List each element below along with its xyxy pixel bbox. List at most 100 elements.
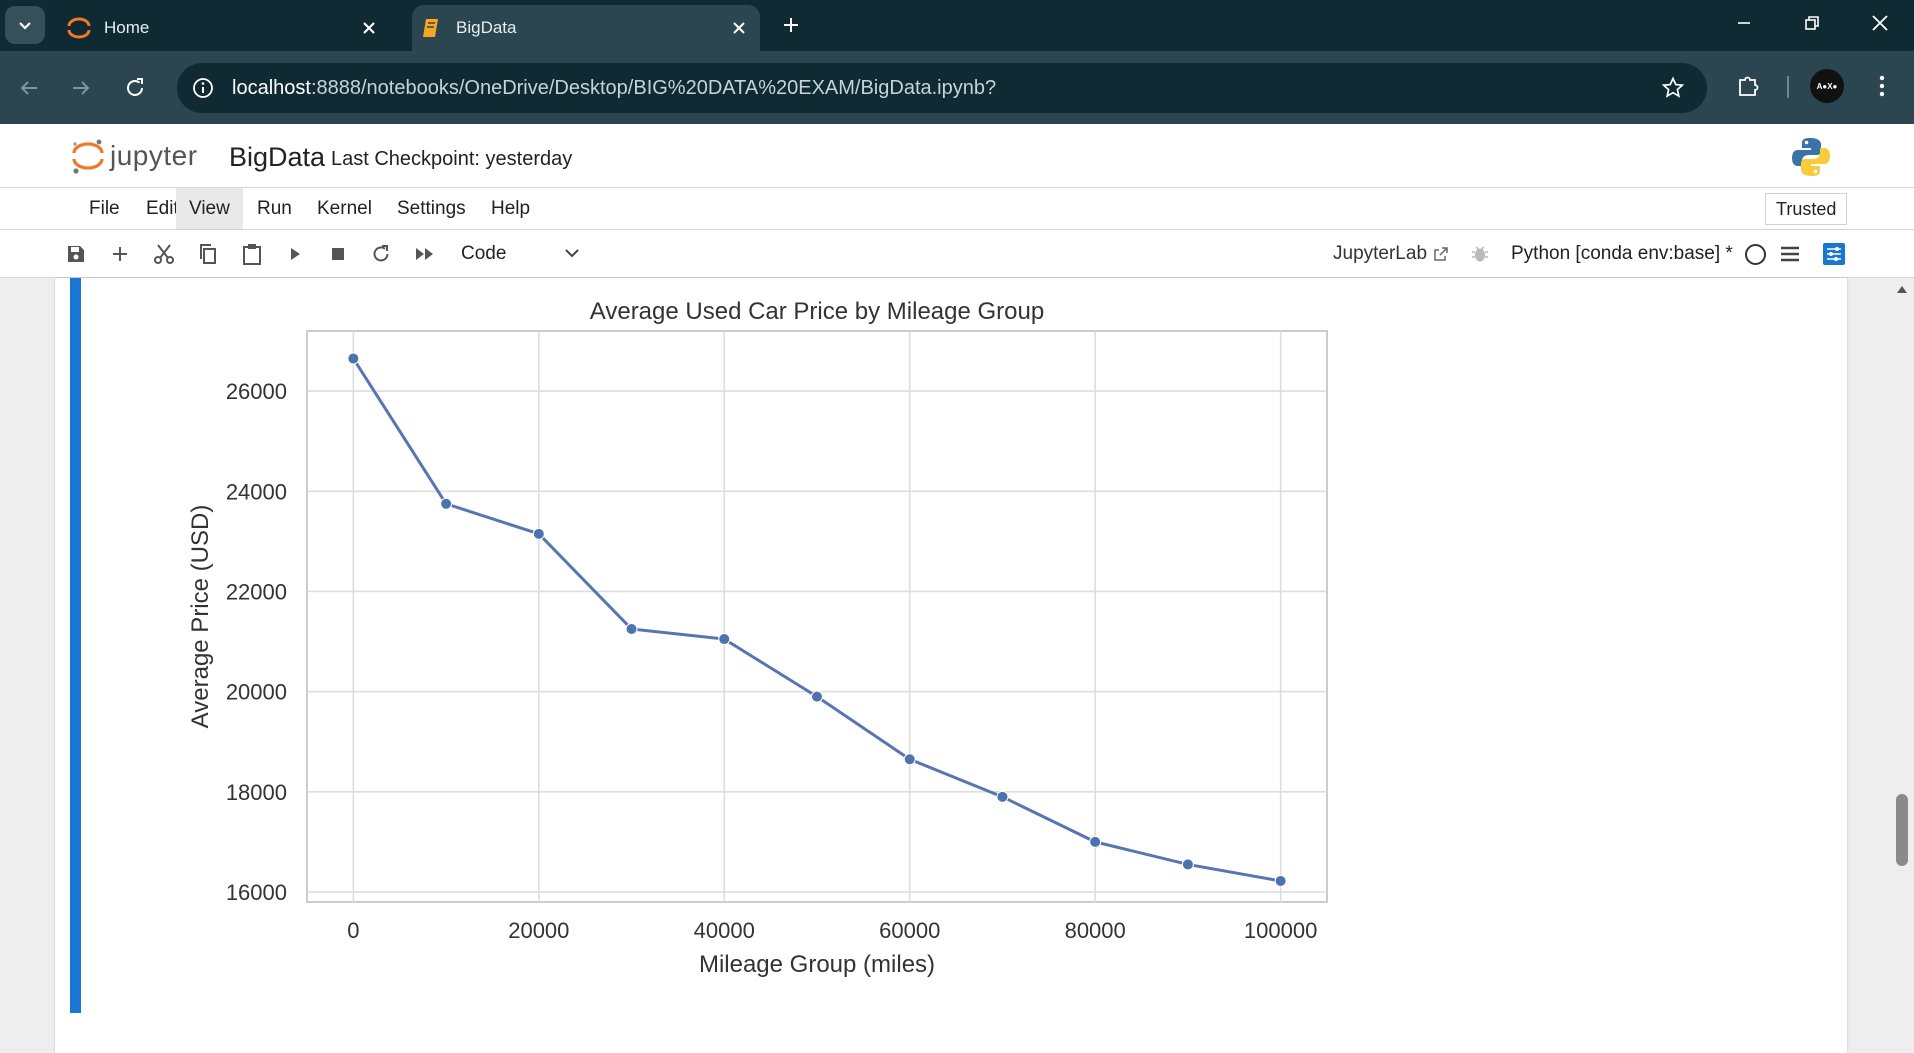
stop-icon — [332, 248, 344, 260]
data-point — [440, 497, 453, 510]
restart-kernel-button[interactable] — [367, 240, 395, 268]
paste-button[interactable] — [238, 240, 266, 268]
menu-run[interactable]: Run — [257, 197, 292, 219]
y-tick-label: 26000 — [226, 379, 287, 404]
menu-file[interactable]: File — [89, 197, 120, 219]
tab-label: Home — [104, 18, 150, 37]
cell-type-select[interactable]: Code — [461, 238, 581, 270]
y-tick-label: 22000 — [226, 579, 287, 604]
jupyter-logo[interactable]: jupyter — [70, 136, 198, 176]
tab-home[interactable]: Home — [60, 5, 390, 51]
plus-icon — [784, 18, 798, 32]
kernel-status-icon — [1745, 244, 1766, 265]
line-chart: 0 20000 40000 60000 80000 100000 16000 18000 200… — [187, 298, 1328, 978]
python-logo-icon — [1792, 138, 1830, 176]
x-tick-label: 80000 — [1065, 918, 1126, 943]
chevron-down-icon — [565, 249, 579, 258]
close-icon — [1872, 15, 1888, 31]
jupyter-header: jupyter BigData Last Checkpoint: yesterd… — [0, 124, 1914, 188]
tab-search-button[interactable] — [5, 6, 45, 44]
minimize-button[interactable] — [1710, 0, 1778, 46]
browser-tab-strip: Home BigData — [0, 0, 1914, 51]
x-tick-label: 60000 — [879, 918, 940, 943]
y-tick-label: 24000 — [226, 479, 287, 504]
toc-button[interactable] — [1776, 240, 1804, 268]
close-icon[interactable] — [724, 13, 754, 43]
chart-title: Average Used Car Price by Mileage Group — [590, 298, 1044, 325]
url-text: localhost:8888/notebooks/OneDrive/Deskto… — [232, 76, 997, 99]
scrollbar-thumb[interactable] — [1896, 794, 1908, 866]
puzzle-icon — [1739, 76, 1759, 96]
notebook-icon — [418, 15, 444, 41]
new-tab-button[interactable] — [775, 9, 807, 41]
data-point — [347, 352, 360, 365]
profile-avatar[interactable]: A●X● — [1810, 69, 1844, 103]
menu-kernel[interactable]: Kernel — [317, 197, 372, 219]
arrow-right-icon — [73, 81, 90, 95]
jupyter-logo-icon — [72, 139, 104, 174]
more-vertical-icon — [1879, 75, 1885, 97]
restore-button[interactable] — [1778, 0, 1846, 46]
restart-icon — [373, 245, 389, 262]
menu-view[interactable]: View — [176, 188, 243, 229]
close-window-button[interactable] — [1846, 0, 1914, 46]
tab-label: BigData — [456, 18, 517, 37]
browser-menu-button[interactable] — [1868, 68, 1896, 104]
settings-sliders-icon — [1823, 243, 1845, 265]
back-button[interactable] — [10, 69, 48, 107]
info-icon[interactable] — [190, 75, 216, 101]
data-point — [811, 690, 823, 703]
cut-button[interactable] — [150, 240, 178, 268]
last-checkpoint: Last Checkpoint: yesterday — [331, 148, 573, 170]
copy-icon — [200, 244, 216, 264]
toolbar-divider — [1787, 76, 1789, 98]
menu-settings[interactable]: Settings — [397, 197, 466, 219]
menu-edit[interactable]: Edit — [146, 197, 179, 219]
notebook-scrollbar[interactable] — [1890, 278, 1914, 1053]
forward-button[interactable] — [62, 69, 100, 107]
bug-icon — [1472, 246, 1488, 262]
y-tick-label: 20000 — [226, 680, 287, 705]
cell-type-value: Code — [461, 243, 507, 264]
scroll-up-arrow-icon[interactable] — [1896, 284, 1908, 294]
plus-icon — [113, 247, 127, 261]
copy-button[interactable] — [194, 240, 222, 268]
tab-bigdata[interactable]: BigData — [412, 5, 760, 51]
kernel-name[interactable]: Python [conda env:base] * — [1511, 243, 1733, 264]
interrupt-kernel-button[interactable] — [324, 240, 352, 268]
data-point — [1181, 858, 1194, 871]
reload-button[interactable] — [116, 69, 154, 107]
arrow-left-icon — [20, 81, 37, 95]
save-button[interactable] — [62, 240, 90, 268]
address-bar[interactable]: localhost:8888/notebooks/OneDrive/Deskto… — [177, 63, 1707, 113]
data-point — [718, 633, 731, 646]
reload-icon — [127, 78, 143, 96]
jupyterlab-link-label: JupyterLab — [1333, 243, 1428, 264]
jupyterlab-link[interactable]: JupyterLab — [1333, 243, 1449, 265]
restart-run-all-button[interactable] — [411, 240, 439, 268]
run-cell-button[interactable] — [281, 240, 309, 268]
trusted-indicator[interactable]: Trusted — [1765, 193, 1848, 225]
menu-help[interactable]: Help — [491, 197, 531, 219]
x-axis-label: Mileage Group (miles) — [699, 951, 935, 978]
close-icon[interactable] — [354, 13, 384, 43]
y-axis-label: Average Price (USD) — [187, 505, 214, 729]
data-point — [996, 790, 1009, 803]
debugger-button[interactable] — [1466, 240, 1494, 268]
data-point — [903, 753, 916, 766]
data-point — [532, 527, 545, 540]
jupyter-icon — [66, 15, 92, 41]
x-tick-label: 0 — [347, 918, 359, 943]
property-inspector-button[interactable] — [1820, 240, 1848, 268]
extensions-button[interactable] — [1732, 68, 1766, 102]
plot-area — [306, 330, 1328, 903]
minimize-icon — [1738, 22, 1750, 24]
bookmark-star-icon[interactable] — [1659, 74, 1687, 102]
insert-cell-button[interactable] — [106, 240, 134, 268]
chevron-down-icon — [19, 22, 31, 30]
notebook-title[interactable]: BigData — [229, 142, 326, 172]
active-cell-indicator[interactable] — [70, 278, 81, 1013]
list-icon — [1781, 246, 1799, 262]
jupyter-menubar: File Edit View Run Kernel Settings Help … — [0, 188, 1914, 230]
scissors-icon — [154, 244, 174, 264]
